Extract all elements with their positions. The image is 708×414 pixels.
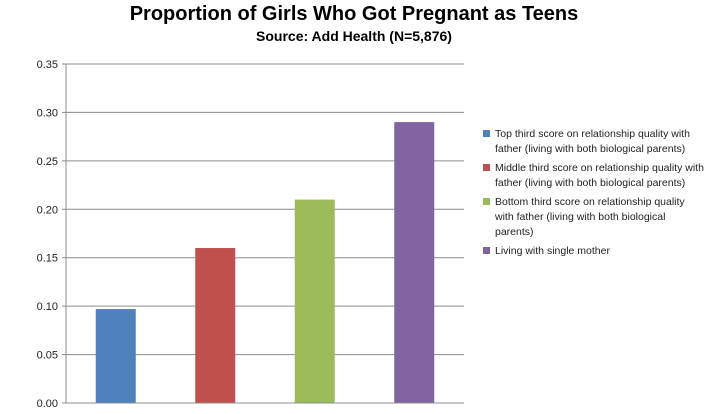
legend-item: Living with single mother [483,244,705,259]
y-tick-label: 0.05 [37,350,58,362]
y-tick-label: 0.35 [37,59,58,71]
chart-title: Proportion of Girls Who Got Pregnant as … [130,3,579,25]
legend-item: Middle third score on relationship quali… [483,161,705,191]
y-tick-label: 0.20 [37,204,58,216]
bar-3 [294,199,335,403]
legend-swatch [483,198,490,205]
legend-swatch [483,164,490,171]
legend-item: Top third score on relationship quality … [483,127,705,157]
legend-label: Top third score on relationship quality … [495,128,690,155]
legend-label: Living with single mother [495,245,610,257]
legend-swatch [483,247,490,254]
bar-4 [394,122,435,403]
bar-1 [95,309,136,403]
legend-label: Middle third score on relationship quali… [495,162,704,189]
legend-item: Bottom third score on relationship quali… [483,195,705,240]
chart-subtitle: Source: Add Health (N=5,876) [256,28,452,44]
y-tick-label: 0.15 [37,253,58,265]
legend: Top third score on relationship quality … [483,127,705,263]
y-axis-ticks: 0.00 0.05 0.10 0.15 0.20 0.25 0.30 0.35 [37,59,66,410]
y-tick-label: 0.30 [37,107,58,119]
bar-2 [195,248,236,403]
y-tick-label: 0.25 [37,156,58,168]
bars [95,122,435,403]
y-tick-label: 0.00 [37,398,58,410]
y-tick-label: 0.10 [37,301,58,313]
legend-swatch [483,130,490,137]
legend-label: Bottom third score on relationship quali… [495,196,685,238]
